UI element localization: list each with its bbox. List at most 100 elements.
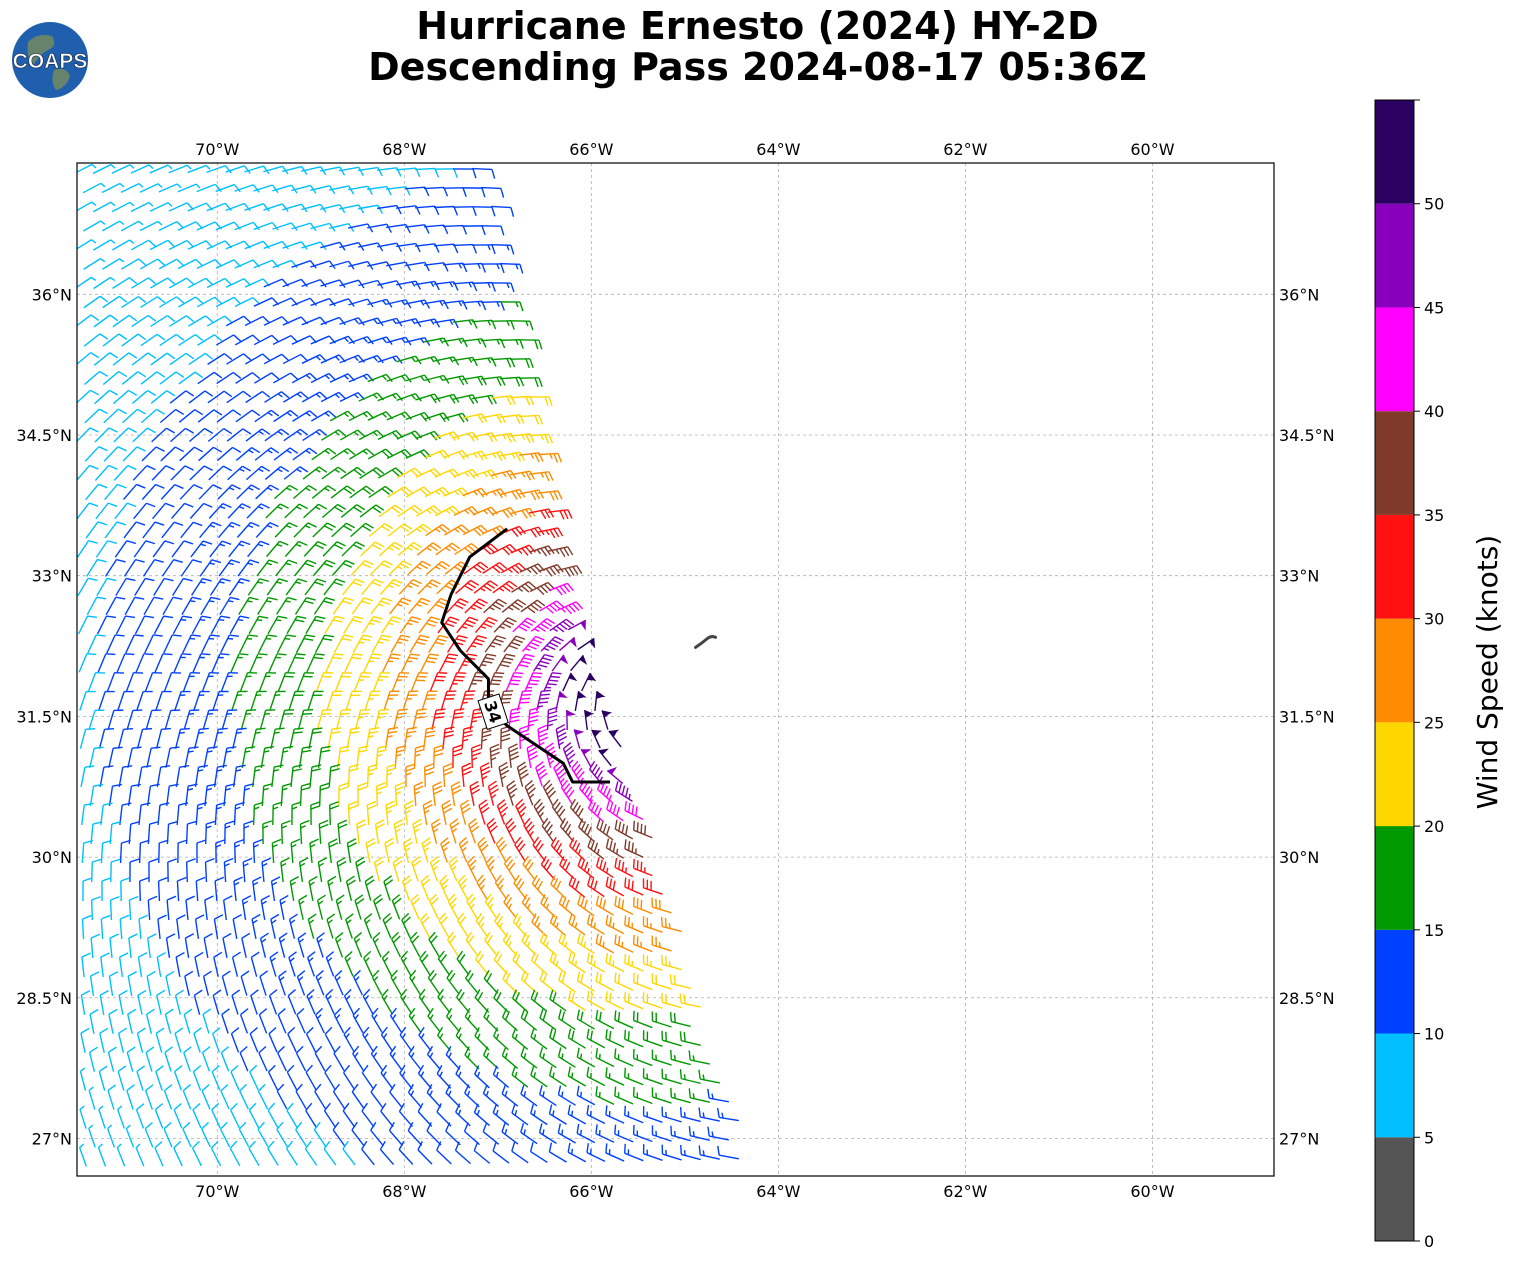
wind-barb — [557, 1047, 576, 1068]
wind-barb — [282, 353, 309, 365]
wind-barb — [567, 1104, 587, 1125]
wind-barb — [538, 527, 564, 539]
wind-barb — [142, 521, 165, 539]
colorbar-swatch — [1375, 514, 1414, 619]
wind-barb — [173, 1140, 183, 1167]
wind-barb — [490, 320, 515, 330]
wind-barb — [294, 559, 317, 577]
wind-barb — [549, 989, 567, 1012]
wind-barb — [432, 781, 443, 807]
wind-barb — [201, 1083, 211, 1110]
wind-barb — [448, 672, 467, 692]
wind-barb — [131, 277, 157, 289]
wind-barb — [399, 1026, 413, 1052]
wind-barb — [428, 931, 440, 957]
wind-barb — [152, 540, 175, 558]
wind-barb — [558, 894, 576, 917]
wind-barb — [462, 524, 489, 537]
wind-barb — [77, 427, 99, 443]
wind-barb — [284, 540, 308, 557]
wind-barb — [475, 950, 489, 976]
wind-barb — [329, 185, 355, 195]
wind-barb — [523, 817, 535, 843]
wind-barb — [185, 895, 195, 921]
wind-barb — [196, 296, 223, 308]
wind-barb — [86, 596, 107, 616]
wind-barb — [253, 184, 279, 194]
wind-barb — [376, 782, 386, 807]
wind-barb — [512, 912, 528, 937]
wind-barb — [224, 820, 235, 845]
wind-barb — [606, 800, 624, 822]
wind-barb — [349, 448, 375, 460]
wind-barb — [176, 876, 187, 902]
wind-barb — [345, 690, 362, 711]
wind-barb — [324, 1064, 336, 1090]
wind-barb — [358, 242, 384, 252]
wind-barb — [111, 201, 135, 213]
wind-barb — [78, 653, 97, 673]
wind-barb — [235, 372, 261, 384]
wind-barb — [569, 798, 585, 824]
wind-barb — [135, 1103, 145, 1129]
wind-barb — [531, 913, 547, 937]
wind-barb — [241, 932, 251, 958]
wind-barb — [77, 352, 100, 365]
map-frame — [76, 162, 1275, 1177]
wind-barb — [465, 931, 479, 957]
wind-barb — [89, 1008, 99, 1034]
wind-barb — [360, 541, 384, 557]
wind-barb — [161, 521, 184, 539]
wind-barb — [518, 339, 543, 350]
wind-barb — [461, 762, 472, 788]
wind-barb — [409, 969, 421, 995]
colorbar-swatch — [1375, 100, 1414, 204]
wind-barb — [424, 412, 450, 423]
wind-barb — [226, 428, 252, 442]
wind-barb — [456, 950, 470, 976]
wind-barb — [437, 950, 451, 976]
wind-barb — [145, 1046, 155, 1072]
wind-barb — [83, 220, 106, 232]
wind-barb — [282, 203, 308, 213]
wind-barb — [549, 951, 567, 974]
wind-barb — [108, 971, 119, 996]
wind-barb — [431, 708, 446, 730]
wind-barb — [661, 1106, 682, 1123]
wind-barb — [417, 579, 441, 595]
wind-barb — [356, 819, 367, 845]
wind-barb — [642, 916, 663, 933]
wind-barb — [146, 783, 160, 807]
wind-barb — [128, 895, 139, 921]
wind-barb — [255, 521, 279, 538]
wind-barb — [117, 1105, 125, 1129]
wind-barb — [323, 578, 346, 596]
wind-barb — [155, 727, 171, 749]
wind-barb — [503, 855, 517, 881]
wind-barb — [438, 912, 450, 939]
wind-barb — [426, 1083, 442, 1108]
wind-barb — [158, 220, 185, 232]
wind-barb — [215, 296, 242, 308]
wind-barb — [340, 466, 366, 480]
wind-barb — [490, 205, 515, 217]
wind-barb — [173, 1065, 183, 1091]
wind-barb — [148, 858, 159, 883]
wind-barb — [457, 912, 469, 938]
wind-barb — [452, 744, 463, 769]
wind-barb — [264, 391, 290, 403]
wind-barb — [550, 875, 566, 899]
wind-barb — [316, 708, 333, 730]
wind-barb — [514, 836, 526, 862]
wind-barb — [502, 970, 518, 994]
wind-barb — [204, 857, 215, 883]
wind-barb — [145, 709, 162, 730]
wind-barb — [370, 1045, 384, 1071]
wind-barb — [354, 708, 370, 730]
wind-barb — [380, 1064, 394, 1090]
wind-barb — [122, 408, 147, 424]
wind-barb — [212, 690, 229, 711]
wind-barb — [257, 1121, 269, 1148]
lat-tick-left: 28.5°N — [16, 989, 72, 1008]
wind-barb — [511, 581, 537, 593]
